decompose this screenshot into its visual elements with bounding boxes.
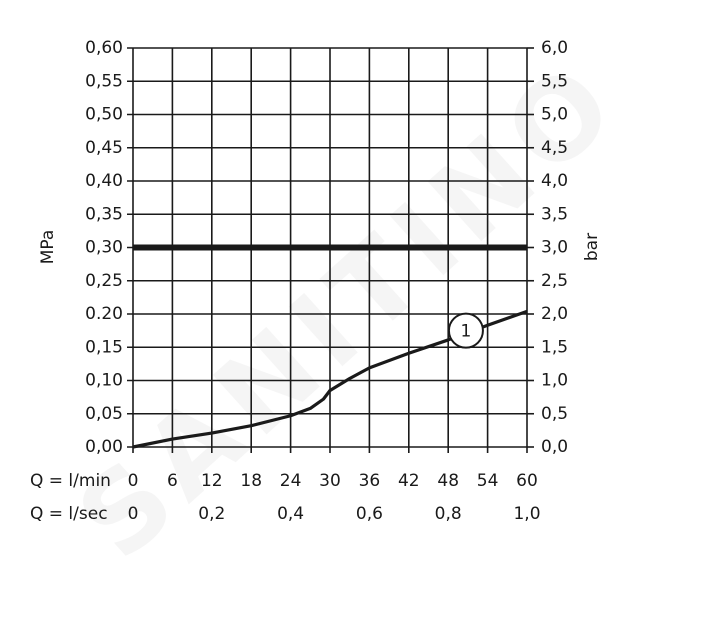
y2-tick-label: 2,0 <box>541 304 568 324</box>
x2-tick-label: 0,6 <box>356 504 383 524</box>
annotation-label: 1 <box>461 322 472 342</box>
y2-tick-label: 6,0 <box>541 38 568 58</box>
x-tick-label: 60 <box>516 471 538 491</box>
x2-tick-label: 0,4 <box>277 504 304 524</box>
y-tick-label: 0,10 <box>85 371 123 391</box>
y-tick-label: 0,35 <box>85 204 123 224</box>
x2-tick-label: 0,2 <box>198 504 225 524</box>
y2-tick-label: 3,5 <box>541 204 568 224</box>
y-tick-label: 0,25 <box>85 271 123 291</box>
x2-tick-label: 0,8 <box>435 504 462 524</box>
y2-tick-label: 5,0 <box>541 105 568 125</box>
x2-tick-label: 1,0 <box>513 504 540 524</box>
x-tick-label: 48 <box>437 471 459 491</box>
x-tick-label: 30 <box>319 471 341 491</box>
x-tick-label: 18 <box>240 471 262 491</box>
x-tick-label: 6 <box>167 471 178 491</box>
x-tick-label: 54 <box>477 471 499 491</box>
y-tick-label: 0,55 <box>85 71 123 91</box>
x-tick-label: 24 <box>280 471 302 491</box>
annotation-circle <box>447 312 484 349</box>
y2-tick-label: 4,5 <box>541 138 568 158</box>
y-tick-label: 0.20 <box>85 304 123 324</box>
x-tick-label: 42 <box>398 471 420 491</box>
y-tick-label: 0,50 <box>85 105 123 125</box>
y-tick-label: 0,60 <box>85 38 123 58</box>
y2-tick-label: 5,5 <box>541 71 568 91</box>
y-tick-label: 0,45 <box>85 138 123 158</box>
x-tick-label: 12 <box>201 471 223 491</box>
x-tick-label: 36 <box>359 471 381 491</box>
y2-tick-label: 4,0 <box>541 171 568 191</box>
y2-axis-label: bar <box>582 233 602 261</box>
y2-tick-label: 3,0 <box>541 238 568 258</box>
y2-tick-label: 1,0 <box>541 371 568 391</box>
x-axis-label: Q = l/min <box>30 471 111 491</box>
y-tick-label: 0,15 <box>85 337 123 357</box>
y-tick-label: 0,40 <box>85 171 123 191</box>
y-axis-label: MPa <box>38 230 58 265</box>
y-tick-label: 0,30 <box>85 238 123 258</box>
x2-axis-label: Q = l/sec <box>30 504 108 524</box>
y2-tick-label: 2,5 <box>541 271 568 291</box>
line-series <box>132 309 528 449</box>
y-tick-label: 0,00 <box>85 437 123 457</box>
y-tick-label: 0,05 <box>85 404 123 424</box>
x2-tick-label: 0 <box>128 504 139 524</box>
y2-tick-label: 1,5 <box>541 337 568 357</box>
x-tick-label: 0 <box>128 471 139 491</box>
y2-tick-label: 0,5 <box>541 404 568 424</box>
y2-tick-label: 0,0 <box>541 437 568 457</box>
